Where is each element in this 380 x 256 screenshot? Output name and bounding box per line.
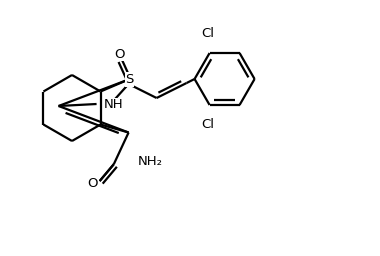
Text: Cl: Cl: [201, 27, 214, 40]
Text: O: O: [114, 48, 125, 60]
Text: NH₂: NH₂: [138, 155, 163, 168]
Text: Cl: Cl: [201, 118, 214, 131]
Text: S: S: [125, 73, 134, 86]
Text: NH: NH: [104, 99, 123, 112]
Text: O: O: [87, 177, 98, 190]
